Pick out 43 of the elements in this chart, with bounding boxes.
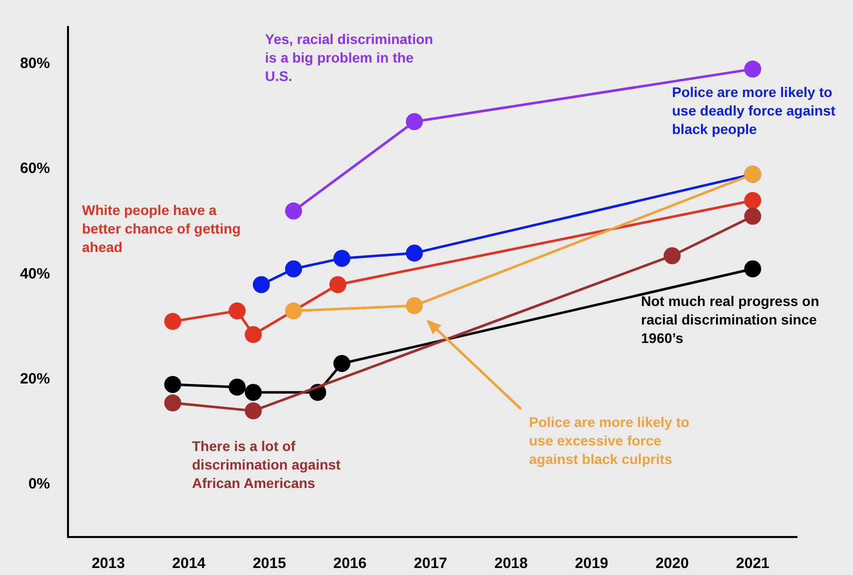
y-tick-label: 20%	[20, 370, 50, 388]
point	[285, 302, 302, 320]
x-tick-label: 2015	[252, 555, 286, 572]
point	[164, 376, 182, 394]
point	[333, 250, 350, 267]
x-tick-label: 2016	[333, 555, 367, 572]
point	[329, 276, 346, 294]
point	[406, 297, 423, 314]
text: There is a lot of discrimination against African Americans	[192, 438, 341, 491]
y-tick-label: 40%	[20, 265, 50, 282]
x-tick-label: 2014	[172, 555, 206, 572]
x-tick-label: 2020	[655, 555, 689, 572]
point	[228, 378, 246, 396]
point	[252, 276, 270, 294]
point	[744, 60, 762, 78]
point	[406, 244, 423, 262]
x-tick-label: 2019	[574, 555, 608, 572]
point	[744, 208, 762, 225]
text: Police are more likely to use deadly force against black people	[672, 84, 836, 137]
text: Yes, racial discrimination is a big problem in the U.S.	[265, 31, 434, 84]
point	[406, 113, 423, 130]
point	[333, 354, 350, 372]
point	[285, 202, 302, 220]
point	[164, 312, 182, 330]
series-label: Not much real progress on racial discrimination since 1960’s	[641, 293, 820, 346]
point	[664, 247, 681, 264]
point	[228, 302, 246, 320]
x-tick-label: 2013	[92, 555, 125, 572]
y-tick-label: 0%	[28, 476, 50, 493]
point	[285, 260, 302, 278]
x-tick-label: 2021	[736, 555, 770, 572]
point	[244, 384, 262, 401]
point	[164, 394, 182, 412]
y-tick-label: 80%	[20, 54, 50, 72]
y-tick-label: 60%	[20, 160, 50, 178]
point	[244, 402, 262, 420]
point	[744, 260, 762, 278]
x-tick-label: 2018	[494, 555, 528, 572]
text: Police are more likely to use excessive force against black culprits	[529, 414, 690, 467]
point	[744, 192, 762, 210]
text: White people have a better chance of getting ahead	[82, 202, 241, 255]
x-tick-label: 2017	[414, 555, 448, 572]
point	[244, 326, 262, 344]
